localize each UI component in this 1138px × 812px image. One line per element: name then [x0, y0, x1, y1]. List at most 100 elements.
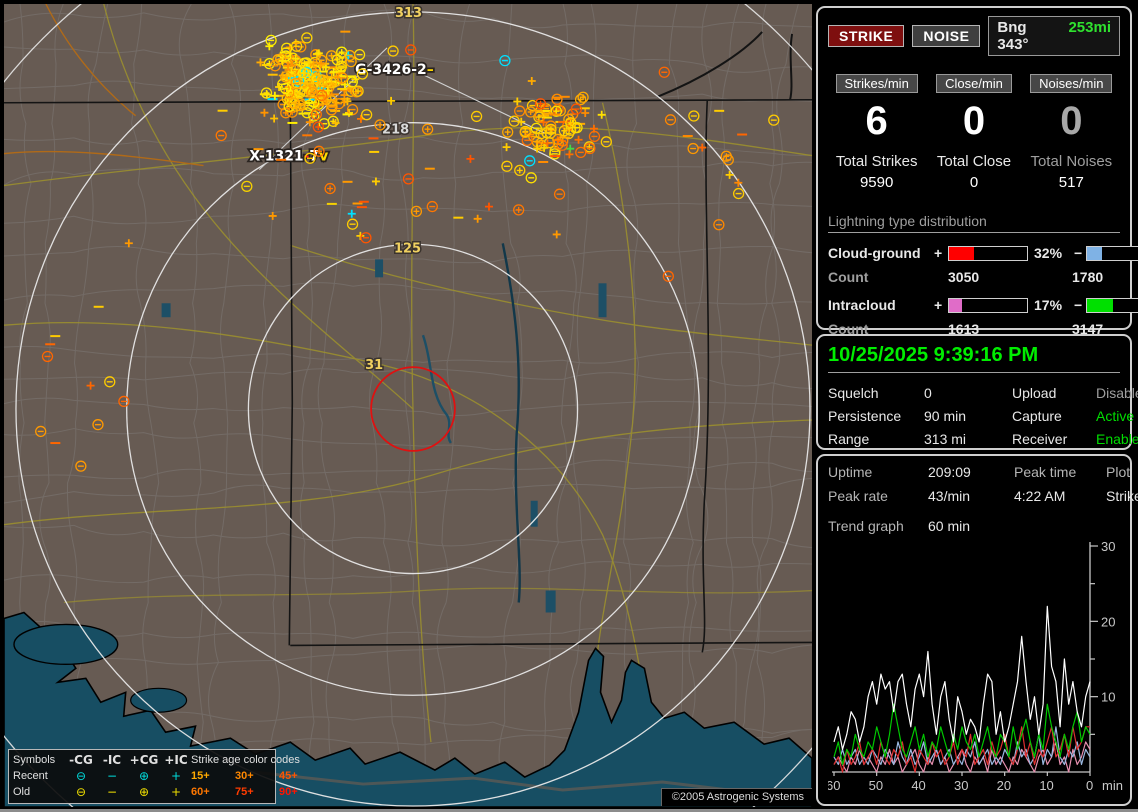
- minus-sign: −: [1074, 245, 1083, 261]
- uptime-value: 209:09: [928, 464, 971, 480]
- plus-icon: +: [170, 785, 182, 799]
- counter-total-label: Total Strikes: [835, 153, 918, 170]
- count-negative: 1780: [1072, 269, 1104, 285]
- age-30: 30+: [235, 770, 254, 782]
- plus-icon: +: [170, 769, 182, 783]
- age-90: 90+: [279, 786, 298, 798]
- status-label: Range: [828, 431, 870, 447]
- status-panel: 10/25/2025 9:39:16 PM Squelch 0 Upload Disa…: [816, 334, 1138, 450]
- count-positive: 1613: [948, 321, 980, 337]
- legend-header-row: Symbols -CG -IC +CG +IC Strike age color…: [13, 752, 300, 768]
- peaktime-label: Peak time: [1014, 464, 1077, 480]
- counter-value: 6: [865, 99, 888, 143]
- ring-label-125: 125: [394, 241, 421, 256]
- bearing-range: 253mi: [1068, 19, 1111, 36]
- status-value: 313 mi: [924, 431, 967, 447]
- minus-icon: −: [106, 785, 118, 799]
- dist-bar-negative: [1086, 245, 1138, 261]
- dist-pct-positive: 32%: [1034, 245, 1063, 261]
- svg-text:10: 10: [1039, 778, 1053, 793]
- dist-bar-negative: [1086, 297, 1138, 313]
- count-negative: 3147: [1072, 321, 1104, 337]
- counter-col-close-min: Close/min 0 Total Close 0: [925, 74, 1022, 191]
- counter-col-noises-min: Noises/min 0 Total Noises 517: [1023, 74, 1120, 191]
- circle-minus-icon: ⊖: [75, 769, 87, 783]
- svg-text:0: 0: [1086, 778, 1093, 793]
- age-45: 45+: [279, 770, 298, 782]
- distribution-count-row: Count 1613 3147: [828, 321, 1120, 337]
- ring-label-31: 31: [365, 358, 383, 373]
- dist-label: Intracloud: [828, 297, 896, 313]
- bearing-readout: Bng 343° 253mi: [988, 16, 1120, 56]
- status-value: Active: [1096, 408, 1135, 424]
- road-orange: [4, 4, 204, 167]
- status-value: 0: [924, 385, 932, 401]
- circle-minus-icon: ⊖: [75, 785, 87, 799]
- trend-window-value[interactable]: 60 min: [928, 518, 971, 534]
- track-label-g3426[interactable]: G-3426-2–: [353, 60, 435, 79]
- status-grid: Squelch 0 Upload Disabled Persistence 90 min C…: [828, 385, 1138, 447]
- status-value: Disabled: [1096, 385, 1138, 401]
- age-75: 75+: [235, 786, 254, 798]
- plot-label: Plot: [1106, 464, 1131, 480]
- dist-pct-positive: 17%: [1034, 297, 1063, 313]
- legend-col-pcg: +CG: [129, 753, 159, 767]
- status-value: Enabled: [1096, 431, 1138, 447]
- counter-total-label: Total Close: [936, 153, 1012, 170]
- legend-age-title: Strike age color codes: [191, 754, 300, 766]
- range-rings: [4, 4, 812, 807]
- age-60: 60+: [191, 786, 210, 798]
- status-label: Capture: [1012, 408, 1062, 424]
- dist-bar-positive: [948, 245, 1028, 261]
- rate-counters: Strikes/min 6 Total Strikes 9590 Close/min 0 T…: [828, 74, 1120, 191]
- plot-value[interactable]: Strike: [1106, 488, 1138, 504]
- ring-labels: 313 218 125 31: [364, 4, 424, 374]
- minus-sign: −: [1074, 297, 1083, 313]
- status-label: Upload: [1012, 385, 1057, 401]
- circle-plus-icon: ⊕: [138, 785, 150, 799]
- age-15: 15+: [191, 770, 210, 782]
- status-label: Receiver: [1012, 431, 1068, 447]
- svg-text:60: 60: [828, 778, 840, 793]
- copyright-text: ©2005 Astrogenic Systems: [660, 788, 812, 806]
- peakrate-value: 43/min: [928, 488, 971, 504]
- counter-chip[interactable]: Close/min: [936, 74, 1012, 93]
- uptime-label: Uptime: [828, 464, 873, 480]
- legend-col-nic: -IC: [102, 753, 122, 767]
- strike-button[interactable]: STRIKE: [828, 25, 905, 47]
- legend-recent-label: Recent: [13, 770, 48, 782]
- count-label: Count: [828, 321, 869, 337]
- distribution-row: Intracloud+17%−33%: [828, 297, 1138, 313]
- counter-total-value: 517: [1058, 174, 1084, 191]
- legend-old-label: Old: [13, 786, 31, 798]
- minus-icon: −: [106, 769, 118, 783]
- state-borders: [4, 31, 812, 653]
- lightning-map[interactable]: 313 218 125 31 G-3426-2– X-1321-7v: [4, 4, 812, 807]
- counter-chip[interactable]: Strikes/min: [835, 74, 918, 93]
- trend-graph-header: Trend graph 60 min: [828, 518, 1120, 534]
- legend-symbols-title: Symbols: [13, 754, 56, 766]
- plus-sign: +: [934, 297, 943, 313]
- peakrate-label: Peak rate: [828, 488, 888, 504]
- counter-value: 0: [1060, 99, 1083, 143]
- ring-label-218: 218: [382, 123, 409, 138]
- plus-sign: +: [934, 245, 943, 261]
- counter-col-strikes-min: Strikes/min 6 Total Strikes 9590: [828, 74, 925, 191]
- storm-track-lines: [258, 47, 546, 170]
- circle-plus-icon: ⊕: [138, 769, 150, 783]
- svg-text:40: 40: [911, 778, 925, 793]
- counter-total-value: 9590: [859, 174, 894, 191]
- counter-value: 0: [962, 99, 986, 143]
- counter-chip[interactable]: Noises/min: [1030, 74, 1113, 93]
- svg-text:30: 30: [1101, 539, 1115, 554]
- noise-button[interactable]: NOISE: [912, 25, 981, 47]
- distribution-title: Lightning type distribution: [828, 213, 1120, 233]
- trend-label: Trend graph: [828, 518, 904, 534]
- svg-text:50: 50: [869, 778, 883, 793]
- datetime-display: 10/25/2025 9:39:16 PM: [828, 344, 1120, 373]
- status-label: Persistence: [828, 408, 902, 424]
- window-bottom-edge: [0, 809, 1138, 812]
- counter-total-label: Total Noises: [1030, 153, 1113, 170]
- legend-old-row: Old ⊖ − ⊕ + 60+ 75+ 90+: [13, 784, 298, 800]
- count-positive: 3050: [948, 269, 980, 285]
